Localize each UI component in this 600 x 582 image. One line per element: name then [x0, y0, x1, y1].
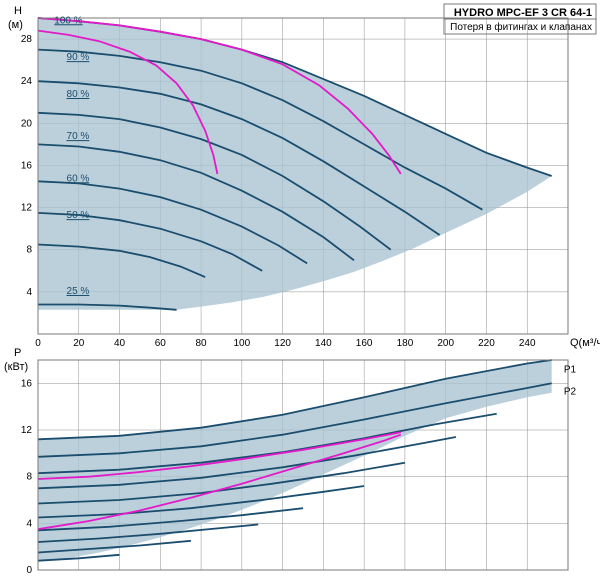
p-label-1: P2: [564, 387, 577, 398]
chart-svg: 481216202428H(м)020406080100120140160180…: [0, 0, 600, 582]
top-fill-region: [38, 18, 552, 310]
pct-label-5: 50 %: [67, 210, 90, 221]
pct-label-0: 100 %: [54, 15, 82, 26]
pct-label-4: 60 %: [67, 173, 90, 184]
pct-label-6: 25 %: [67, 286, 90, 297]
top-ytick: 16: [21, 160, 33, 171]
bottom-ytick: 8: [26, 472, 32, 483]
top-xtick: 100: [234, 338, 251, 349]
top-ytick: 4: [26, 287, 32, 298]
pump-curve-chart: 481216202428H(м)020406080100120140160180…: [0, 0, 600, 582]
bottom-ytick: 0: [26, 565, 32, 576]
top-x-title: Q(м³/ч): [570, 337, 600, 349]
top-ytick: 24: [21, 76, 33, 87]
top-xtick: 180: [397, 338, 414, 349]
header-title: HYDRO MPC-EF 3 CR 64-1: [454, 7, 592, 19]
top-ytick: 20: [21, 118, 33, 129]
bottom-ytick: 12: [21, 425, 33, 436]
top-xtick: 240: [519, 338, 536, 349]
top-xtick: 80: [196, 338, 208, 349]
top-ytick: 8: [26, 245, 32, 256]
bottom-y-title-1: P: [14, 347, 21, 359]
p-label-0: P1: [564, 364, 577, 375]
top-xtick: 120: [274, 338, 291, 349]
bottom-y-title-2: (кВт): [4, 361, 28, 373]
top-xtick: 220: [478, 338, 495, 349]
top-y-title-1: H: [14, 5, 22, 17]
top-xtick: 60: [155, 338, 167, 349]
top-y-title-2: (м): [8, 19, 23, 31]
header-subtitle: Потеря в фитингах и клапанах: [450, 21, 592, 33]
bottom-fill-region: [38, 360, 552, 562]
top-xtick: 200: [437, 338, 454, 349]
pct-label-1: 90 %: [67, 52, 90, 63]
top-xtick: 0: [35, 338, 41, 349]
pct-label-2: 80 %: [67, 89, 90, 100]
top-ytick: 12: [21, 203, 33, 214]
top-xtick: 160: [356, 338, 373, 349]
top-ytick: 28: [21, 34, 33, 45]
bottom-ytick: 16: [21, 378, 33, 389]
bottom-ytick: 4: [26, 518, 32, 529]
pct-label-3: 70 %: [67, 131, 90, 142]
top-xtick: 140: [315, 338, 332, 349]
top-xtick: 40: [114, 338, 126, 349]
top-xtick: 20: [73, 338, 85, 349]
